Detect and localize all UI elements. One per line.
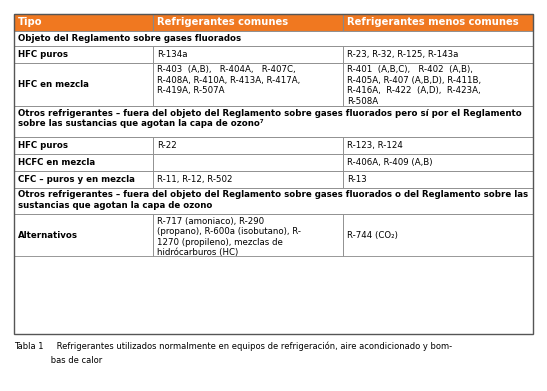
Text: Tabla 1     Refrigerantes utilizados normalmente en equipos de refrigeración, ai: Tabla 1 Refrigerantes utilizados normalm…	[14, 341, 452, 351]
Bar	[14, 14, 533, 334]
Bar	[153, 171, 343, 188]
Bar	[14, 154, 153, 171]
Text: HFC puros: HFC puros	[18, 50, 67, 59]
Text: HFC en mezcla: HFC en mezcla	[18, 80, 89, 89]
Bar	[14, 14, 153, 30]
Bar	[153, 46, 343, 63]
Bar	[14, 46, 153, 63]
Text: R-717 (amoniaco), R-290
(propano), R-600a (isobutano), R-
1270 (propileno), mezc: R-717 (amoniaco), R-290 (propano), R-600…	[157, 217, 301, 257]
Text: CFC – puros y en mezcla: CFC – puros y en mezcla	[18, 175, 135, 184]
Bar	[153, 154, 343, 171]
Text: R-23, R-32, R-125, R-143a: R-23, R-32, R-125, R-143a	[347, 50, 458, 59]
Bar	[343, 46, 533, 63]
Text: R-403  (A,B),   R-404A,   R-407C,
R-408A, R-410A, R-413A, R-417A,
R-419A, R-507A: R-403 (A,B), R-404A, R-407C, R-408A, R-4…	[157, 65, 300, 95]
Text: Otros refrigerantes – fuera del objeto del Reglamento sobre gases fluorados pero: Otros refrigerantes – fuera del objeto d…	[18, 109, 521, 128]
Bar	[153, 14, 343, 30]
Bar	[14, 106, 533, 137]
Text: R-123, R-124: R-123, R-124	[347, 141, 403, 150]
Bar	[14, 214, 153, 256]
Text: Alternativos: Alternativos	[18, 231, 78, 240]
Bar	[343, 137, 533, 154]
Text: R-134a: R-134a	[157, 50, 187, 59]
Bar	[153, 137, 343, 154]
Text: Tipo: Tipo	[18, 17, 42, 27]
Bar	[14, 171, 153, 188]
Bar	[153, 63, 343, 106]
Text: bas de calor: bas de calor	[14, 356, 102, 365]
Bar	[153, 214, 343, 256]
Text: R-406A, R-409 (A,B): R-406A, R-409 (A,B)	[347, 158, 433, 167]
Bar	[343, 154, 533, 171]
Text: Objeto del Reglamento sobre gases fluorados: Objeto del Reglamento sobre gases fluora…	[18, 34, 241, 43]
Text: R-401  (A,B,C),   R-402  (A,B),
R-405A, R-407 (A,B,D), R-411B,
R-416A,  R-422  (: R-401 (A,B,C), R-402 (A,B), R-405A, R-40…	[347, 65, 481, 106]
Bar	[343, 63, 533, 106]
Bar	[343, 214, 533, 256]
Text: Refrigerantes comunes: Refrigerantes comunes	[157, 17, 288, 27]
Text: R-11, R-12, R-502: R-11, R-12, R-502	[157, 175, 232, 184]
Text: R-13: R-13	[347, 175, 366, 184]
Text: Refrigerantes menos comunes: Refrigerantes menos comunes	[347, 17, 519, 27]
Bar	[343, 14, 533, 30]
Text: Otros refrigerantes – fuera del objeto del Reglamento sobre gases fluorados o de: Otros refrigerantes – fuera del objeto d…	[18, 190, 528, 210]
Bar	[14, 188, 533, 214]
Text: R-744 (CO₂): R-744 (CO₂)	[347, 231, 398, 240]
Text: R-22: R-22	[157, 141, 177, 150]
Bar	[14, 30, 533, 46]
Bar	[14, 137, 153, 154]
Bar	[14, 63, 153, 106]
Text: HFC puros: HFC puros	[18, 141, 67, 150]
Text: HCFC en mezcla: HCFC en mezcla	[18, 158, 95, 167]
Bar	[343, 171, 533, 188]
